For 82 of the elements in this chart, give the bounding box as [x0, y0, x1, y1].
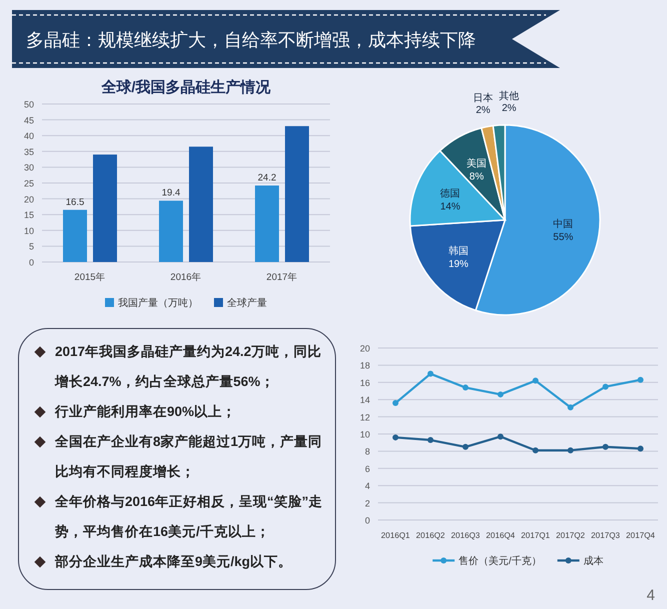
text: 全国在产企业有8家产能超过1万吨，产量同比均有不同程度增长；	[55, 434, 322, 479]
y-tick-label: 4	[364, 481, 370, 492]
point	[532, 378, 538, 384]
data-label: 16.5	[66, 196, 84, 208]
data-label: 8%	[469, 171, 484, 182]
x-tick-label: 2015年	[74, 271, 106, 283]
data-label: 55%	[553, 232, 574, 244]
point	[602, 384, 608, 390]
data-label: 24.2	[258, 172, 276, 184]
text: 行业产能利用率在90%以上；	[55, 404, 236, 419]
x-tick-label: 2017Q4	[626, 531, 656, 540]
text: 多晶硅：规模继续扩大，自给率不断增强，成本持续下降	[26, 30, 476, 50]
x-tick-label: 2017Q3	[591, 531, 620, 540]
y-tick-label: 0	[28, 258, 34, 268]
slice-label: 中国	[553, 218, 574, 230]
point	[602, 444, 608, 450]
bar	[189, 146, 213, 262]
legend-label: 售价（美元/千克）	[458, 555, 542, 567]
x-tick-label: 2017Q1	[521, 531, 550, 540]
y-tick-label: 15	[24, 210, 34, 220]
text: 2017年我国多晶硅产量约为24.2万吨，同比增长24.7%，约占全球总产量56%；	[55, 344, 322, 389]
point	[392, 400, 398, 406]
y-tick-label: 6	[364, 464, 370, 474]
legend-label: 成本	[583, 555, 604, 567]
y-tick-label: 5	[28, 242, 34, 252]
slice-label: 日本	[473, 92, 494, 104]
x-tick-label: 2017年	[266, 271, 298, 283]
chart-title: 全球/我国多晶硅生产情况	[100, 79, 272, 96]
y-tick-label: 20	[360, 344, 370, 354]
y-tick-label: 35	[24, 146, 34, 157]
x-tick-label: 2017Q2	[556, 531, 586, 540]
data-label: 2%	[476, 105, 490, 116]
point	[568, 447, 574, 454]
bar	[159, 200, 183, 262]
y-tick-label: 12	[360, 412, 370, 422]
y-tick-label: 45	[24, 115, 34, 126]
point	[638, 446, 644, 452]
data-label: 14%	[440, 201, 460, 212]
point	[462, 384, 468, 391]
y-tick-label: 30	[24, 162, 34, 173]
y-tick-label: 20	[24, 194, 34, 204]
y-tick-label: 25	[24, 178, 34, 188]
bar	[285, 126, 309, 262]
slice-label: 其他	[499, 90, 520, 102]
point	[638, 376, 644, 383]
y-tick-label: 0	[364, 516, 370, 526]
point	[428, 370, 434, 377]
x-tick-label: 2016年	[170, 271, 202, 283]
y-tick-label: 40	[24, 131, 34, 142]
text: 4	[646, 587, 655, 604]
legend-label: 全球产量	[227, 297, 267, 309]
y-tick-label: 10	[360, 430, 370, 440]
y-tick-label: 2	[364, 498, 370, 508]
x-tick-label: 2016Q1	[381, 531, 410, 540]
point	[568, 404, 574, 410]
slice-label: 美国	[466, 157, 487, 170]
y-tick-label: 10	[24, 226, 34, 236]
point	[428, 437, 434, 444]
point	[392, 434, 398, 440]
bar	[255, 186, 279, 262]
text: 全年价格与2016年正好相反，呈现“笑脸”走势，平均售价在16美元/千克以上；	[55, 494, 323, 539]
y-tick-label: 14	[360, 395, 370, 406]
slice-label: 韩国	[448, 245, 468, 258]
slice-label: 德国	[440, 188, 460, 200]
point	[498, 434, 504, 440]
y-tick-label: 16	[360, 378, 370, 388]
point	[532, 447, 538, 454]
data-label: 2%	[502, 103, 516, 114]
y-tick-label: 8	[364, 446, 370, 457]
y-tick-label: 18	[360, 360, 370, 371]
x-tick-label: 2016Q3	[451, 531, 480, 540]
point	[462, 444, 468, 450]
text: 部分企业生产成本降至9美元/kg以下。	[55, 554, 292, 569]
bar	[63, 210, 87, 262]
point	[498, 391, 504, 398]
y-tick-label: 50	[24, 100, 34, 110]
x-tick-label: 2016Q2	[416, 531, 446, 540]
legend-label: 我国产量（万吨）	[118, 297, 198, 309]
x-tick-label: 2016Q4	[486, 531, 516, 540]
data-label: 19.4	[162, 188, 180, 199]
bar	[93, 154, 117, 262]
data-label: 19%	[448, 259, 469, 270]
